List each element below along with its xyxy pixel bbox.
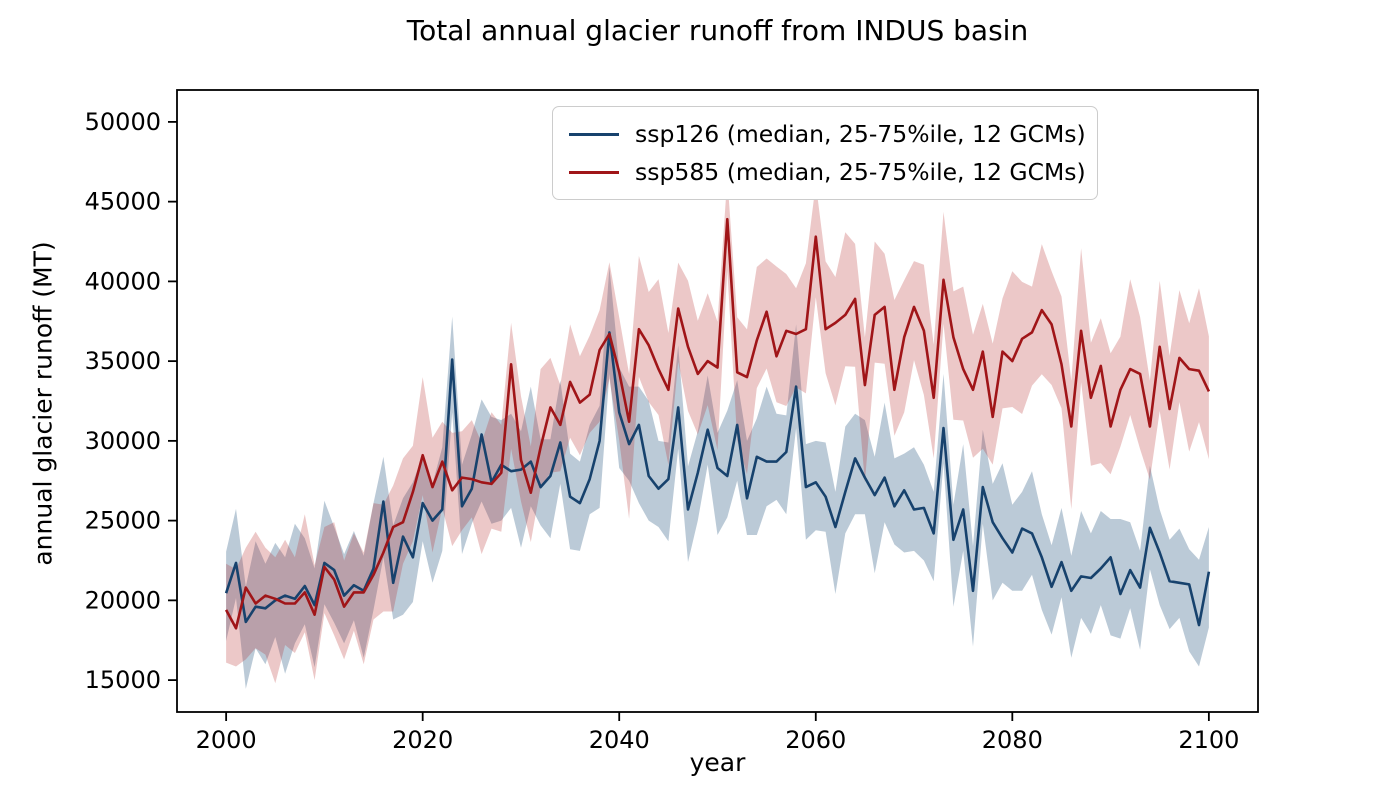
y-tick-label: 35000: [85, 347, 161, 375]
y-tick-label: 20000: [85, 586, 161, 614]
y-tick-label: 45000: [85, 188, 161, 216]
ssp585-median-line: [224, 217, 1211, 630]
x-axis-label: year: [689, 748, 746, 777]
x-tick-label: 2060: [785, 726, 846, 754]
x-tick-label: 2020: [392, 726, 453, 754]
ssp585-band-area: [226, 177, 1209, 684]
legend-line-sample-ssp126: [569, 132, 619, 136]
ssp126-median-line: [224, 331, 1211, 627]
y-tick-label: 15000: [85, 666, 161, 694]
x-tick-label: 2100: [1178, 726, 1239, 754]
legend-line-sample-ssp585: [569, 170, 619, 174]
y-tick-label: 50000: [85, 108, 161, 136]
x-tick-label: 2080: [982, 726, 1043, 754]
legend-label-ssp126: ssp126 (median, 25-75%ile, 12 GCMs): [635, 120, 1086, 148]
chart-title: Total annual glacier runoff from INDUS b…: [406, 14, 1029, 47]
ssp126-band-area: [226, 267, 1209, 689]
legend-entry-ssp126: ssp126 (median, 25-75%ile, 12 GCMs): [553, 115, 1097, 153]
y-tick-label: 25000: [85, 507, 161, 535]
axes-spines: [176, 89, 1259, 713]
x-tick-label: 2000: [196, 726, 257, 754]
legend: ssp126 (median, 25-75%ile, 12 GCMs) ssp5…: [552, 106, 1098, 200]
x-tick-label: 2040: [589, 726, 650, 754]
legend-entry-ssp585: ssp585 (median, 25-75%ile, 12 GCMs): [553, 153, 1097, 191]
y-tick-label: 30000: [85, 427, 161, 455]
y-tick-label: 40000: [85, 267, 161, 295]
legend-label-ssp585: ssp585 (median, 25-75%ile, 12 GCMs): [635, 158, 1086, 186]
